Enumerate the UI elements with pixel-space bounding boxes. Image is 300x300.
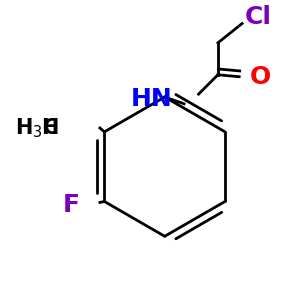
Text: HN: HN xyxy=(131,87,172,111)
Text: O: O xyxy=(250,65,271,89)
Text: F: F xyxy=(62,193,80,217)
Text: H: H xyxy=(41,118,58,138)
Text: H$_3$C: H$_3$C xyxy=(15,116,58,140)
Text: Cl: Cl xyxy=(245,5,272,29)
